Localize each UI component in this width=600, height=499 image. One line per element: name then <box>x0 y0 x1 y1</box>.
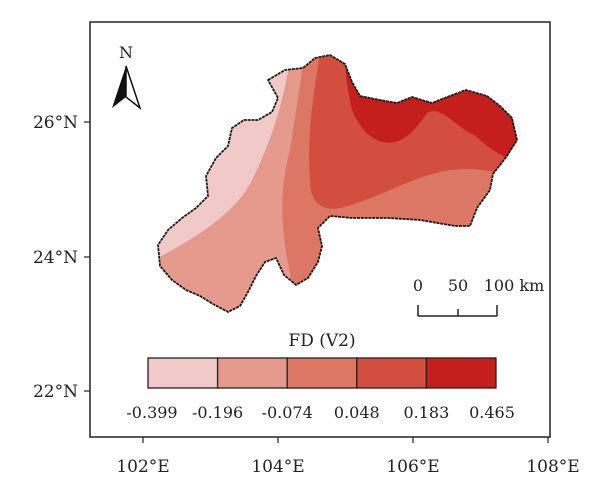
legend-swatch <box>147 357 219 389</box>
legend-swatch <box>356 357 428 389</box>
legend-swatch <box>425 357 497 389</box>
region-choropleth <box>158 55 517 312</box>
y-tick-label: 24°N <box>33 248 78 268</box>
legend-swatch <box>216 357 288 389</box>
scale-label-50: 50 <box>448 276 468 295</box>
legend-swatches <box>147 357 497 389</box>
x-tick-label: 104°E <box>251 457 304 477</box>
legend-break-label: 0.183 <box>403 403 449 422</box>
legend-break-label: 0.465 <box>469 403 515 422</box>
legend-swatch <box>286 357 358 389</box>
scale-label-0: 0 <box>413 276 423 295</box>
region-boundary <box>157 54 518 313</box>
north-arrow-right-half <box>125 65 142 111</box>
legend-labels: -0.399 -0.196 -0.074 0.048 0.183 0.465 <box>126 403 515 422</box>
scale-label-100: 100 km <box>484 276 545 295</box>
legend-break-label: -0.399 <box>126 403 177 422</box>
x-axis: 102°E 104°E 106°E 108°E <box>116 437 580 477</box>
x-tick-label: 106°E <box>386 457 439 477</box>
legend-break-label: 0.048 <box>334 403 380 422</box>
y-axis: 26°N 24°N 22°N <box>33 113 90 402</box>
legend-break-label: -0.196 <box>192 403 243 422</box>
legend: FD (V2) -0.399 -0.196 -0.074 0.048 0.183 0.46… <box>126 331 515 422</box>
legend-break-label: -0.074 <box>262 403 313 422</box>
map-frame <box>89 21 551 438</box>
scale-bar: 0 50 100 km <box>413 276 545 317</box>
north-arrow-icon: N <box>112 43 142 111</box>
zone-darkest-east <box>455 104 517 170</box>
y-tick-label: 22°N <box>33 382 78 402</box>
north-arrow-label: N <box>119 43 133 62</box>
legend-title: FD (V2) <box>288 331 355 351</box>
north-arrow-left-half <box>112 66 126 108</box>
x-tick-label: 108°E <box>526 457 579 477</box>
x-tick-label: 102°E <box>116 457 169 477</box>
y-tick-label: 26°N <box>33 113 78 133</box>
